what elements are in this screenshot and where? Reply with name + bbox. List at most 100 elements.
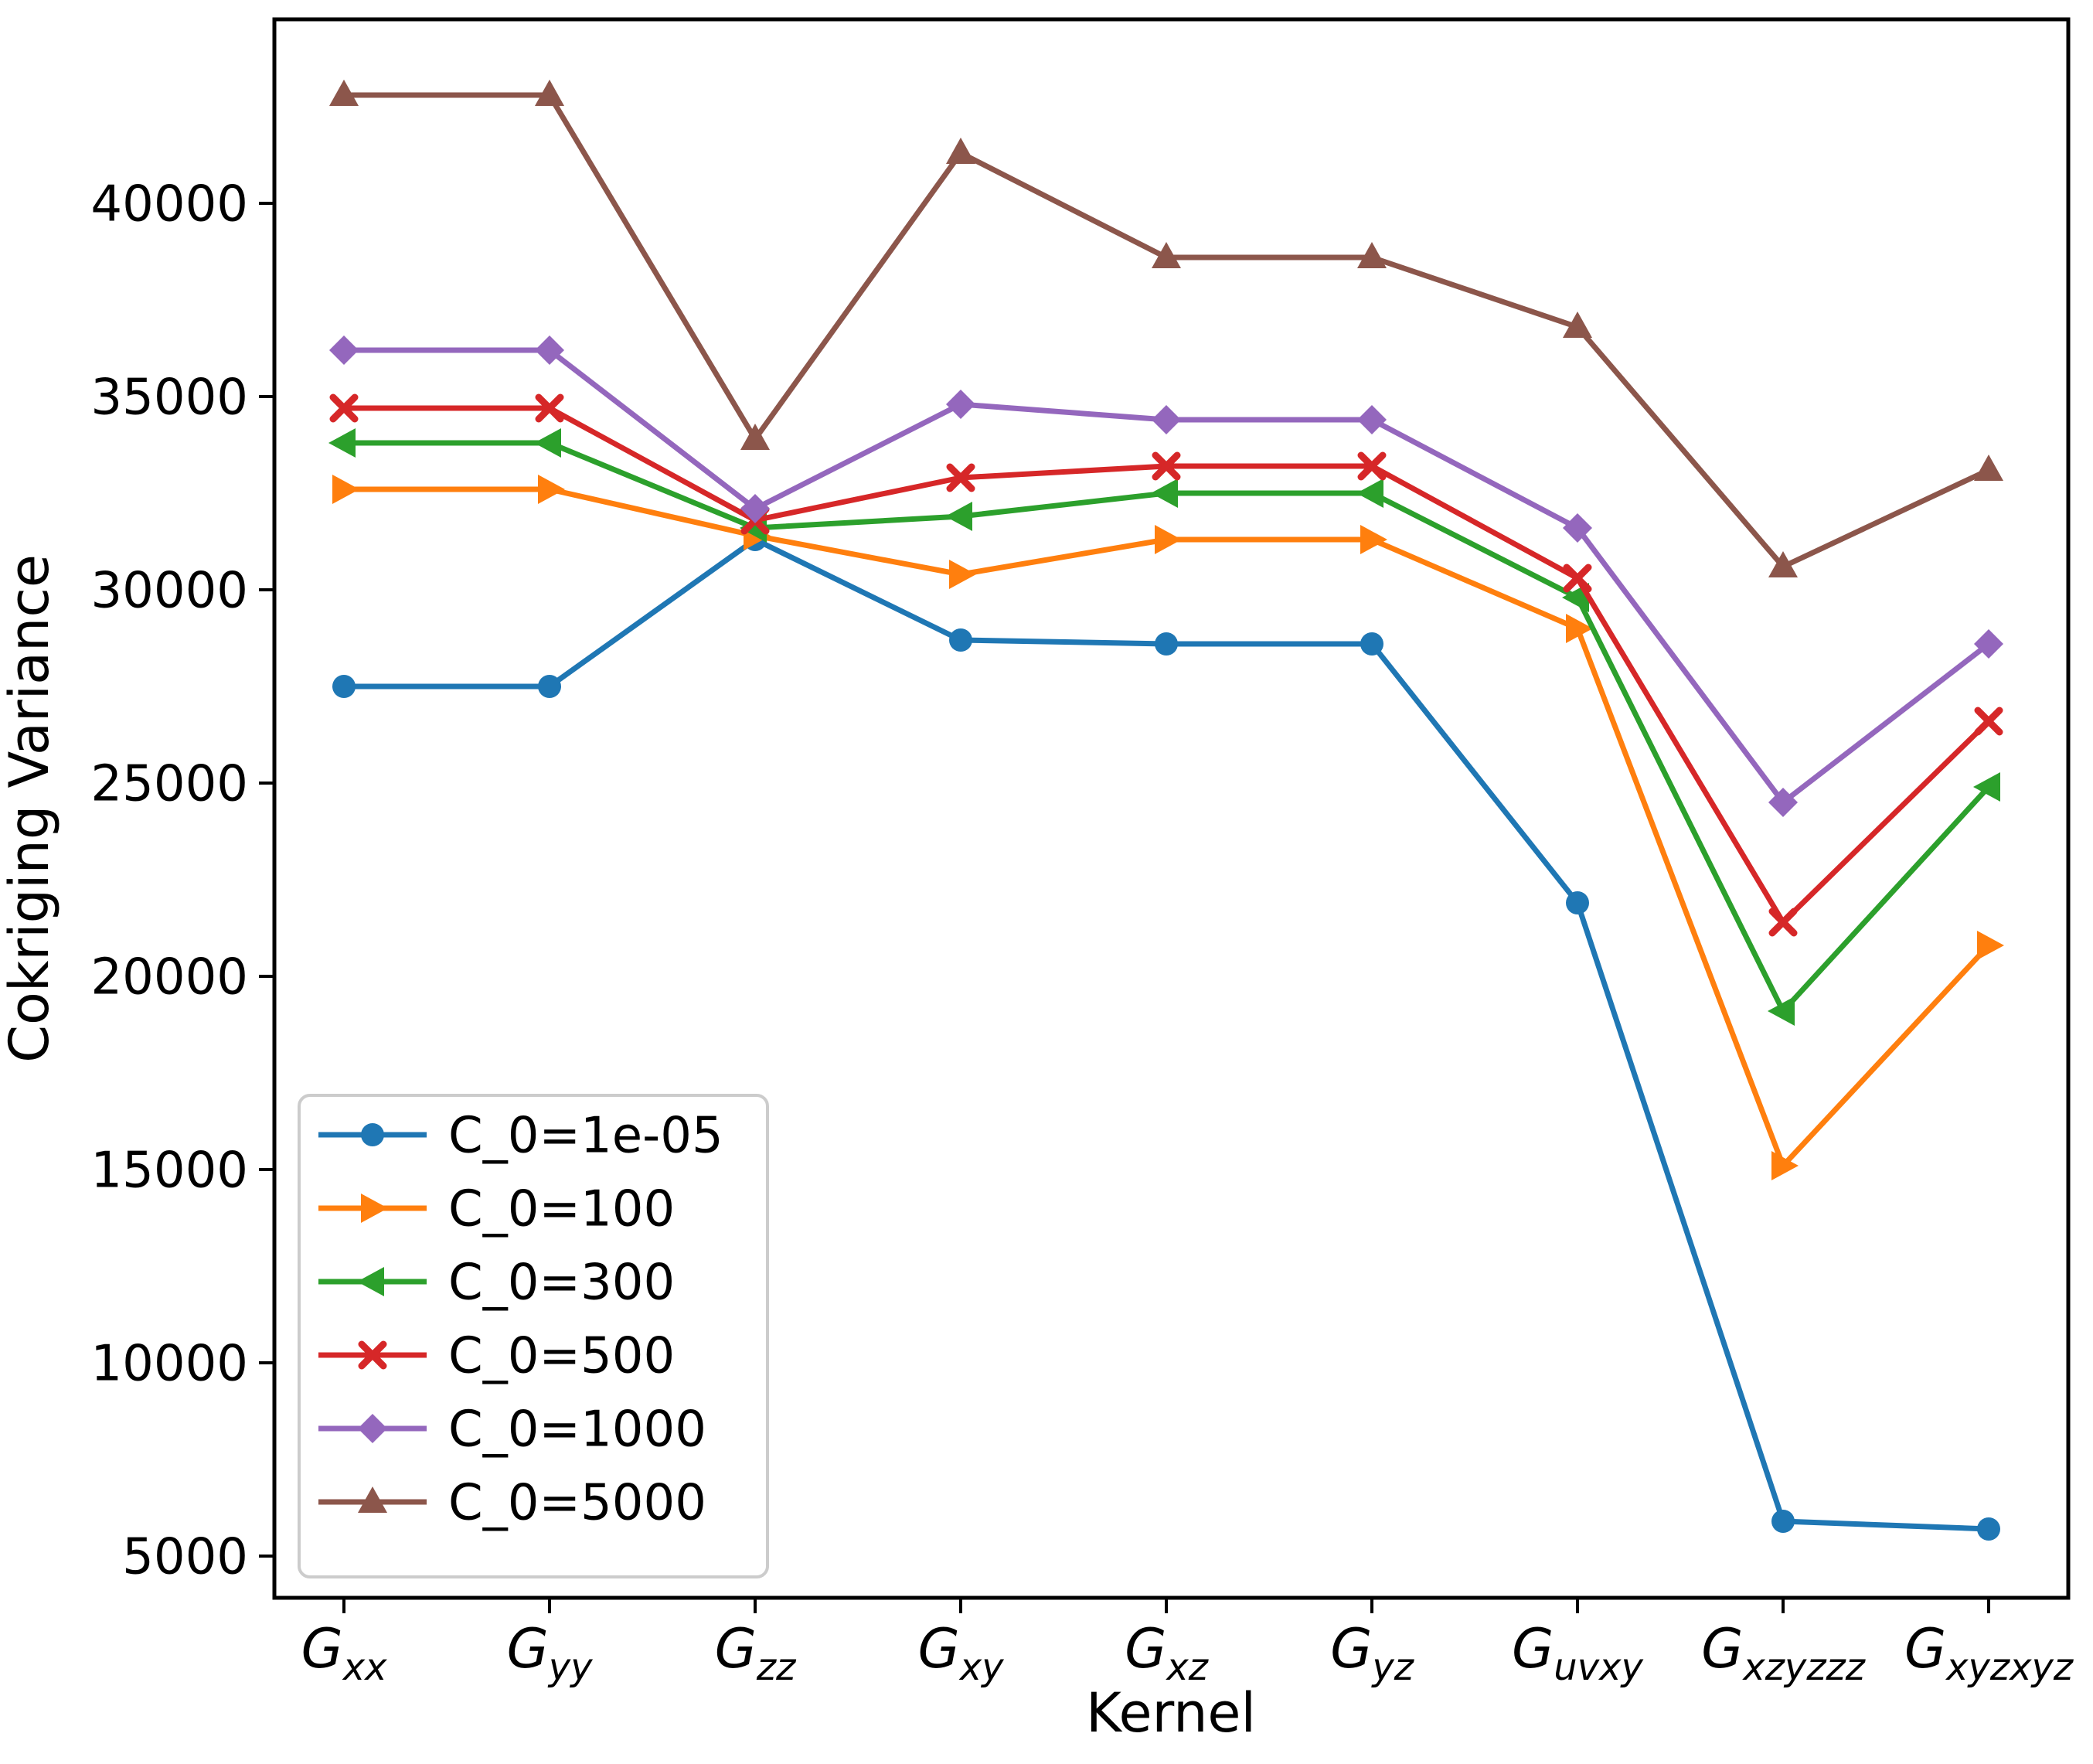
marker-diamond — [946, 390, 975, 419]
x-tick-label: Gxz — [1125, 1617, 1210, 1689]
marker-triangle-up — [535, 80, 564, 106]
marker-triangle-right — [332, 475, 359, 504]
series-C_0-1000 — [329, 335, 2003, 817]
marker-triangle-up — [740, 424, 770, 450]
x-tick-label: Gyz — [1330, 1617, 1415, 1689]
marker-triangle-right — [361, 1194, 388, 1223]
marker-triangle-up — [1974, 455, 2003, 481]
x-axis-label: Kernel — [1086, 1681, 1256, 1745]
legend-item: C_0=1000 — [318, 1401, 706, 1458]
legend-box — [298, 1094, 769, 1578]
marker-diamond — [358, 1414, 387, 1443]
series-C_0-300 — [328, 428, 2000, 1026]
x-tick-label: Gxx — [301, 1617, 387, 1689]
legend-label: C_0=1e-05 — [448, 1107, 723, 1164]
y-tick-label: 25000 — [90, 755, 248, 812]
series-line — [344, 440, 1991, 1014]
marker-triangle-left — [1973, 772, 2000, 802]
plot-border — [272, 17, 2071, 1600]
marker-triangle-up — [946, 138, 975, 164]
y-axis-label: Cokriging Variance — [0, 554, 61, 1063]
marker-triangle-left — [1151, 478, 1178, 508]
series-C_0-500 — [329, 393, 2003, 937]
marker-x — [946, 463, 975, 492]
legend-item: C_0=100 — [318, 1180, 675, 1238]
marker-diamond — [1152, 405, 1181, 434]
x-tick-label: Gxyzxyz — [1904, 1617, 2074, 1689]
x-tick-label: Gyy — [506, 1617, 593, 1689]
series-line — [344, 486, 1991, 1169]
marker-circle — [538, 675, 561, 698]
y-tick-label: 35000 — [90, 369, 248, 426]
marker-x — [535, 393, 564, 423]
marker-triangle-left — [1768, 996, 1795, 1026]
y-tick-label: 30000 — [90, 562, 248, 619]
marker-circle — [332, 675, 356, 698]
marker-x — [1152, 451, 1181, 481]
marker-triangle-left — [357, 1267, 384, 1296]
y-tick-label: 10000 — [90, 1335, 248, 1392]
marker-triangle-right — [1977, 931, 2004, 960]
y-tick-label: 5000 — [122, 1528, 248, 1585]
legend-item: C_0=5000 — [318, 1474, 706, 1531]
x-axis: Gxx Gyy Gzz Gxy Gxz Gyz Guvxy Gxzyzzz Gxyzxyz — [301, 1598, 2074, 1689]
y-tick-label: 20000 — [90, 948, 248, 1006]
marker-triangle-right — [1155, 525, 1182, 554]
marker-diamond — [1974, 629, 2003, 659]
marker-x — [1974, 707, 2003, 736]
marker-triangle-right — [1360, 525, 1387, 554]
legend-item: C_0=300 — [318, 1254, 675, 1311]
marker-circle — [1155, 632, 1178, 656]
marker-triangle-right — [1566, 614, 1593, 643]
marker-diamond — [329, 335, 359, 365]
legend-label: C_0=500 — [448, 1327, 675, 1384]
marker-triangle-up — [358, 1486, 387, 1513]
marker-triangle-left — [1356, 478, 1383, 508]
marker-triangle-right — [538, 475, 565, 504]
legend: C_0=1e-05 C_0=100 C_0=300 C_0=500 C_0=1000 C_… — [298, 1094, 769, 1578]
legend-label: C_0=300 — [448, 1254, 675, 1311]
y-tick-label: 15000 — [90, 1142, 248, 1199]
y-axis: 5000 10000 15000 20000 25000 30000 35000 40000 — [90, 175, 274, 1585]
x-tick-label: Gxzyzzz — [1701, 1617, 1867, 1689]
marker-triangle-up — [1357, 242, 1387, 268]
marker-triangle-right — [949, 560, 976, 589]
marker-diamond — [535, 335, 564, 365]
marker-triangle-up — [1768, 551, 1798, 577]
marker-circle — [1977, 1517, 2000, 1541]
x-tick-label: Gxy — [917, 1617, 1004, 1689]
marker-triangle-left — [534, 428, 561, 458]
marker-x — [1563, 564, 1592, 593]
marker-x — [1357, 451, 1387, 481]
marker-diamond — [1768, 788, 1798, 817]
marker-diamond — [1563, 513, 1592, 543]
marker-diamond — [740, 494, 770, 523]
legend-label: C_0=5000 — [448, 1474, 706, 1531]
marker-circle — [949, 628, 972, 652]
marker-x — [1768, 908, 1798, 937]
series-C_0-5000 — [329, 80, 2003, 577]
marker-circle — [1771, 1510, 1795, 1533]
marker-diamond — [1357, 405, 1387, 434]
marker-triangle-left — [328, 428, 356, 458]
marker-triangle-up — [1152, 242, 1181, 268]
legend-label: C_0=1000 — [448, 1401, 706, 1458]
marker-circle — [1566, 891, 1589, 914]
y-tick-label: 40000 — [90, 175, 248, 233]
marker-triangle-left — [945, 502, 972, 531]
series-C_0-100 — [332, 475, 2004, 1180]
marker-triangle-up — [329, 80, 359, 106]
marker-x — [358, 1340, 387, 1370]
marker-triangle-up — [1563, 312, 1592, 338]
marker-circle — [361, 1123, 384, 1146]
marker-triangle-right — [1771, 1151, 1799, 1180]
legend-item: C_0=500 — [318, 1327, 675, 1384]
legend-item: C_0=1e-05 — [318, 1107, 723, 1164]
legend-label: C_0=100 — [448, 1180, 675, 1238]
marker-x — [329, 393, 359, 423]
x-tick-label: Gzz — [715, 1617, 797, 1689]
x-tick-label: Guvxy — [1512, 1617, 1643, 1689]
marker-circle — [1360, 632, 1383, 656]
